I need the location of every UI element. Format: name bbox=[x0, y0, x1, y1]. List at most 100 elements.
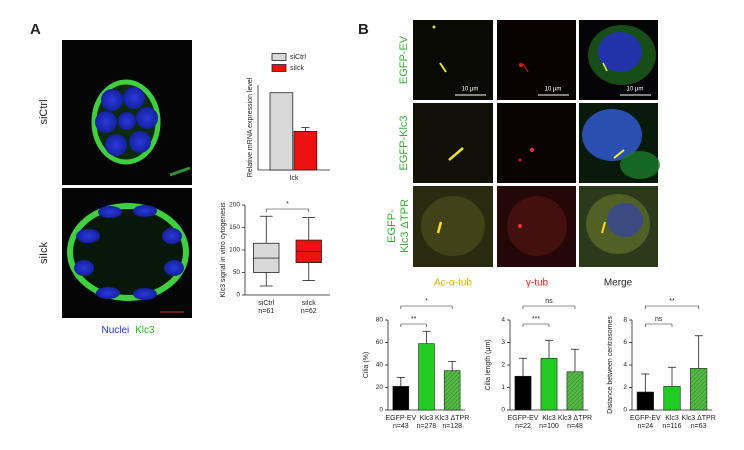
bar bbox=[636, 391, 654, 411]
y-tick-label: 0 bbox=[623, 407, 627, 414]
bar bbox=[269, 92, 294, 171]
n-label: n=278 bbox=[417, 423, 437, 430]
y-tick-label: 4 bbox=[501, 317, 505, 324]
error-bar bbox=[641, 373, 650, 392]
significance-label: ** bbox=[411, 316, 417, 323]
x-tick-label: EGFP-EV bbox=[630, 415, 661, 422]
significance-label: * bbox=[425, 298, 428, 305]
legend-label: siIck bbox=[290, 65, 305, 72]
row-label: EGFP-EV bbox=[398, 35, 410, 84]
bar bbox=[418, 343, 435, 411]
micrograph-grid bbox=[413, 20, 660, 267]
legend-label: siCtrl bbox=[290, 54, 306, 61]
box-plot bbox=[295, 217, 322, 282]
n-label: n=62 bbox=[301, 308, 317, 315]
y-tick-label: 0 bbox=[379, 407, 383, 414]
y-axis-label: Distance between centrosomes bbox=[607, 316, 614, 414]
bar bbox=[566, 371, 584, 411]
scale-bar-label: 10 μm bbox=[462, 87, 479, 93]
y-tick-label: 8 bbox=[623, 317, 627, 324]
n-label: n=128 bbox=[442, 423, 462, 430]
row-label: EGFP- bbox=[386, 209, 398, 243]
y-tick-label: 2 bbox=[623, 384, 627, 391]
significance-label: ns bbox=[545, 298, 553, 305]
y-tick-label: 50 bbox=[233, 269, 241, 276]
bar bbox=[540, 357, 558, 411]
x-tick-label: Klc3 ΔTPR bbox=[435, 415, 469, 422]
bar bbox=[443, 370, 461, 411]
n-label: n=63 bbox=[691, 423, 707, 430]
y-tick-label: 200 bbox=[229, 202, 240, 209]
column-label: Merge bbox=[604, 278, 633, 289]
y-tick-label: 20 bbox=[376, 384, 384, 391]
y-axis-label: Relative mRNA expression level bbox=[247, 77, 254, 177]
n-label: n=24 bbox=[637, 423, 653, 430]
bar bbox=[690, 368, 708, 411]
bar bbox=[514, 375, 532, 411]
y-tick-label: 4 bbox=[623, 362, 627, 369]
y-tick-label: 80 bbox=[376, 317, 384, 324]
x-tick-label: Klc3 bbox=[665, 415, 679, 422]
error-bar bbox=[396, 376, 405, 387]
significance-label: ns bbox=[655, 316, 663, 323]
x-tick-label: Klc3 ΔTPR bbox=[558, 415, 592, 422]
y-axis-label: Cilia (%) bbox=[363, 352, 370, 378]
error-bar bbox=[301, 127, 310, 132]
row-label: EGFP-Klc3 bbox=[398, 115, 410, 170]
micrograph bbox=[62, 40, 192, 185]
x-tick-label: siIck bbox=[302, 300, 317, 307]
scale-bar-label: 10 μm bbox=[627, 87, 644, 93]
y-tick-label: 60 bbox=[376, 339, 384, 346]
bar bbox=[392, 386, 410, 411]
column-label: γ-tub bbox=[526, 278, 549, 289]
y-tick-label: 150 bbox=[229, 224, 240, 231]
row-label: Klc3 ΔTPR bbox=[399, 199, 411, 253]
y-tick-label: 100 bbox=[229, 247, 240, 254]
x-tick-label: siCtrl bbox=[258, 300, 274, 307]
x-tick-label: Ick bbox=[290, 175, 299, 182]
legend-swatch bbox=[271, 64, 287, 72]
caption-klc3: Klc3 bbox=[135, 325, 155, 336]
row-label: siIck bbox=[38, 242, 50, 265]
y-tick-label: 1 bbox=[501, 384, 505, 391]
n-label: n=48 bbox=[567, 423, 583, 430]
error-bar bbox=[571, 348, 579, 372]
x-tick-label: EGFP-EV bbox=[508, 415, 539, 422]
significance-label: ** bbox=[669, 298, 675, 305]
y-tick-label: 0 bbox=[501, 407, 505, 414]
y-tick-label: 0 bbox=[236, 292, 240, 299]
error-bar bbox=[519, 357, 527, 377]
error-bar bbox=[668, 366, 676, 387]
x-tick-label: Klc3 bbox=[542, 415, 556, 422]
caption-nuclei: Nuclei bbox=[101, 325, 129, 336]
n-label: n=61 bbox=[258, 308, 274, 315]
n-label: n=100 bbox=[539, 423, 559, 430]
error-bar bbox=[694, 335, 703, 369]
row-label: siCtrl bbox=[38, 99, 50, 124]
x-tick-label: Klc3 bbox=[420, 415, 434, 422]
y-tick-label: 3 bbox=[501, 339, 505, 346]
x-tick-label: EGFP-EV bbox=[385, 415, 416, 422]
n-label: n=22 bbox=[515, 423, 531, 430]
panel-label: A bbox=[30, 21, 41, 38]
significance-label: * bbox=[286, 201, 289, 208]
bar bbox=[293, 130, 318, 171]
panel-label: B bbox=[358, 21, 369, 38]
column-label: Ac-α-tub bbox=[434, 278, 472, 289]
box-plot bbox=[253, 215, 280, 287]
bar bbox=[663, 386, 681, 411]
y-axis-label: Cilia length (μm) bbox=[485, 339, 492, 390]
error-bar bbox=[545, 339, 553, 359]
y-tick-label: 6 bbox=[623, 339, 627, 346]
y-tick-label: 40 bbox=[376, 362, 384, 369]
legend-swatch bbox=[271, 53, 287, 61]
caption: Nuclei Klc3 bbox=[101, 325, 154, 336]
scale-bar-label: 10 μm bbox=[545, 87, 562, 93]
error-bar bbox=[448, 361, 457, 371]
n-label: n=116 bbox=[662, 423, 681, 430]
error-bar bbox=[422, 330, 431, 344]
micrograph bbox=[62, 188, 192, 318]
y-axis-label: Klc3 signal in vitro cytogenesis bbox=[220, 202, 227, 298]
significance-label: *** bbox=[532, 316, 540, 323]
